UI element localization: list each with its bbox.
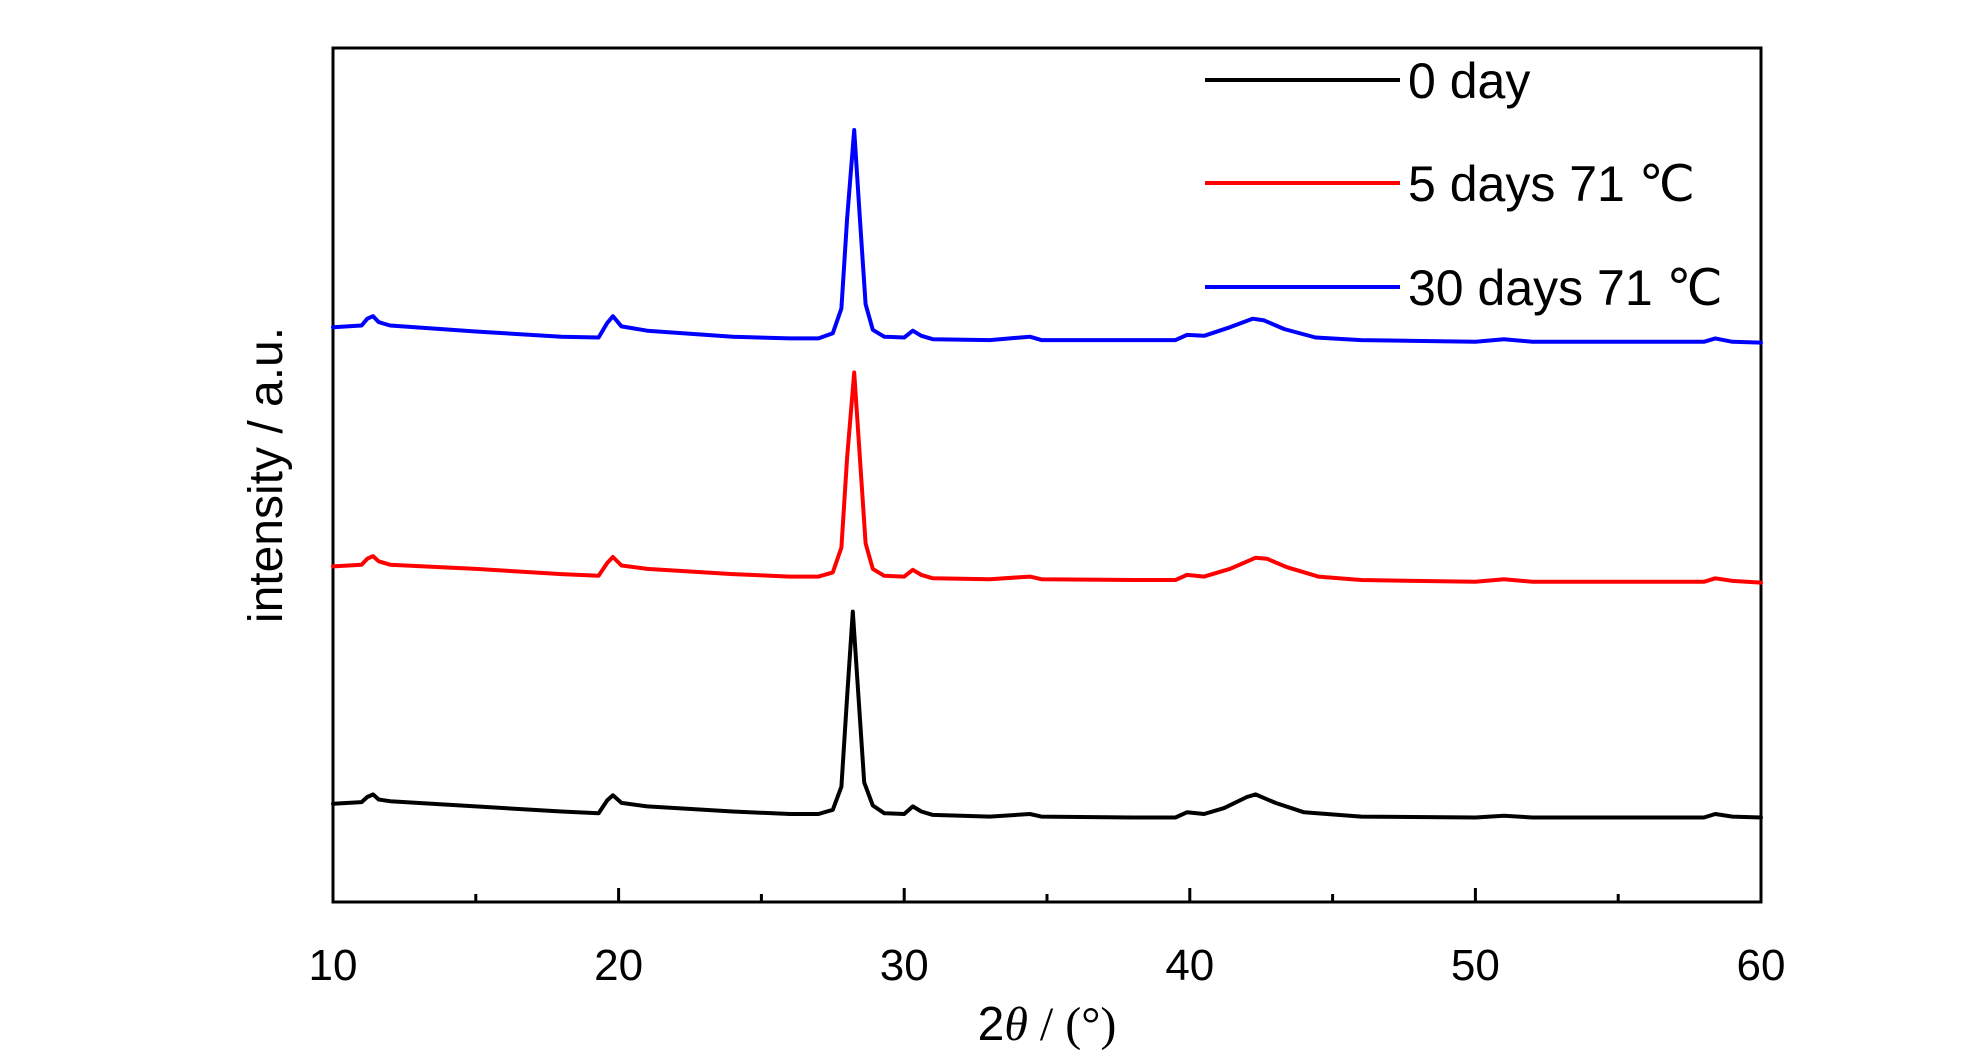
x-tick-label-5: 60: [1737, 941, 1786, 990]
x-tick-label-2: 30: [880, 941, 929, 990]
y-axis-label: intensity / a.u.: [240, 327, 293, 623]
series-line-1: [331, 370, 1763, 585]
x-axis-label-unit: / (°): [1028, 998, 1117, 1051]
x-axis-ticks: [331, 888, 1763, 902]
x-axis-tick-labels: 10 20 30 40 50 60: [309, 941, 1786, 990]
x-tick-label-0: 10: [309, 941, 358, 990]
legend-label-1: 5 days 71 ℃: [1408, 156, 1695, 212]
series-line-2: [331, 128, 1763, 345]
series-line-0: [331, 609, 1763, 820]
legend-label-0: 0 day: [1408, 53, 1530, 109]
x-axis-label-prefix: 2: [978, 998, 1005, 1051]
legend-label-2: 30 days 71 ℃: [1408, 260, 1723, 316]
x-axis-label: 2θ / (°): [978, 998, 1117, 1051]
x-tick-label-1: 20: [594, 941, 643, 990]
x-tick-label-4: 50: [1451, 941, 1500, 990]
x-tick-label-3: 40: [1165, 941, 1214, 990]
series-layer: [331, 128, 1763, 820]
x-axis-label-theta: θ: [1004, 998, 1028, 1051]
legend: 0 day 5 days 71 ℃ 30 days 71 ℃: [1205, 53, 1723, 316]
